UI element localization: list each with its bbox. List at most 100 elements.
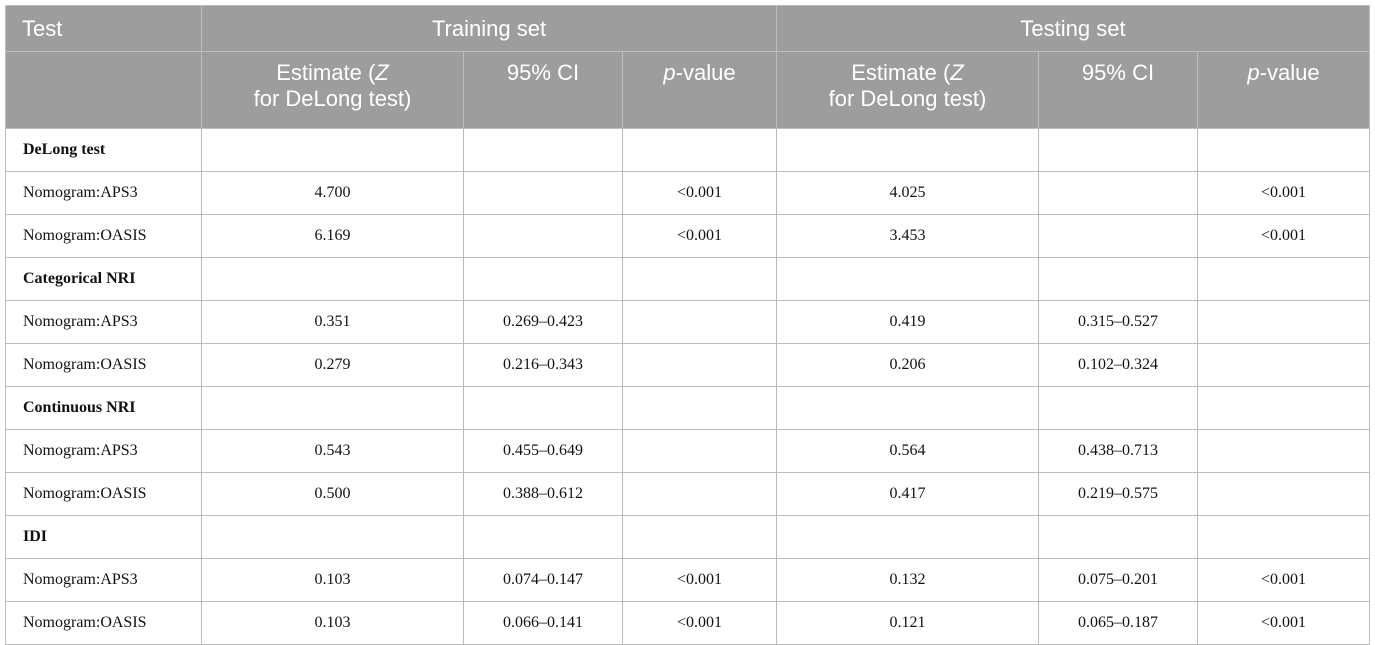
header-training-estimate: Estimate (Z for DeLong test) bbox=[201, 51, 464, 129]
table-row: Nomogram:APS3 4.700 <0.001 4.025 <0.001 bbox=[5, 171, 1370, 215]
table-row: Nomogram:OASIS 6.169 <0.001 3.453 <0.001 bbox=[5, 214, 1370, 258]
header-test: Test bbox=[5, 5, 202, 52]
cell-testing-pvalue bbox=[1197, 472, 1370, 516]
cell-testing-estimate: 0.419 bbox=[776, 300, 1039, 344]
cell-testing-ci: 0.315–0.527 bbox=[1038, 300, 1198, 344]
row-label: Nomogram:APS3 bbox=[5, 171, 202, 215]
estimate-line1: Estimate ( bbox=[851, 60, 951, 85]
cell-training-ci bbox=[463, 386, 623, 430]
cell-training-pvalue bbox=[622, 300, 777, 344]
cell-testing-pvalue bbox=[1197, 386, 1370, 430]
cell-training-ci bbox=[463, 257, 623, 301]
cell-training-pvalue bbox=[622, 515, 777, 559]
header-row-columns: Estimate (Z for DeLong test) 95% CI p-va… bbox=[5, 51, 1370, 129]
table-row: Nomogram:OASIS 0.279 0.216–0.343 0.206 0… bbox=[5, 343, 1370, 387]
cell-testing-ci bbox=[1038, 257, 1198, 301]
table-row: Continuous NRI bbox=[5, 386, 1370, 430]
header-testing-estimate: Estimate (Z for DeLong test) bbox=[776, 51, 1039, 129]
header-training-pvalue: p-value bbox=[622, 51, 777, 129]
cell-testing-estimate: 0.132 bbox=[776, 558, 1039, 602]
cell-training-estimate: 0.500 bbox=[201, 472, 464, 516]
cell-testing-ci bbox=[1038, 214, 1198, 258]
cell-testing-estimate: 0.564 bbox=[776, 429, 1039, 473]
row-label: Nomogram:OASIS bbox=[5, 343, 202, 387]
cell-training-estimate: 0.103 bbox=[201, 558, 464, 602]
p-rest: -value bbox=[1259, 60, 1320, 85]
row-label: Continuous NRI bbox=[5, 386, 202, 430]
cell-testing-ci: 0.438–0.713 bbox=[1038, 429, 1198, 473]
cell-training-pvalue bbox=[622, 128, 777, 172]
row-label: Nomogram:OASIS bbox=[5, 601, 202, 645]
cell-training-ci bbox=[463, 214, 623, 258]
cell-testing-estimate bbox=[776, 257, 1039, 301]
table-row: Nomogram:OASIS 0.103 0.066–0.141 <0.001 … bbox=[5, 601, 1370, 645]
cell-testing-pvalue bbox=[1197, 300, 1370, 344]
header-testing-ci: 95% CI bbox=[1038, 51, 1198, 129]
cell-training-pvalue: <0.001 bbox=[622, 214, 777, 258]
cell-testing-estimate: 0.417 bbox=[776, 472, 1039, 516]
cell-training-estimate: 4.700 bbox=[201, 171, 464, 215]
cell-testing-estimate bbox=[776, 515, 1039, 559]
cell-training-pvalue bbox=[622, 472, 777, 516]
cell-training-estimate: 0.351 bbox=[201, 300, 464, 344]
cell-training-pvalue bbox=[622, 257, 777, 301]
cell-training-ci bbox=[463, 128, 623, 172]
table-row: Nomogram:OASIS 0.500 0.388–0.612 0.417 0… bbox=[5, 472, 1370, 516]
table-row: IDI bbox=[5, 515, 1370, 559]
cell-training-ci: 0.455–0.649 bbox=[463, 429, 623, 473]
estimate-z: Z bbox=[375, 60, 389, 85]
cell-training-estimate: 0.103 bbox=[201, 601, 464, 645]
row-label: Nomogram:APS3 bbox=[5, 558, 202, 602]
header-empty bbox=[5, 51, 202, 129]
cell-testing-pvalue: <0.001 bbox=[1197, 171, 1370, 215]
cell-testing-pvalue: <0.001 bbox=[1197, 601, 1370, 645]
row-label: Nomogram:APS3 bbox=[5, 429, 202, 473]
cell-testing-ci bbox=[1038, 171, 1198, 215]
row-label: DeLong test bbox=[5, 128, 202, 172]
cell-testing-ci bbox=[1038, 515, 1198, 559]
cell-testing-estimate: 4.025 bbox=[776, 171, 1039, 215]
cell-testing-ci bbox=[1038, 386, 1198, 430]
cell-training-estimate bbox=[201, 128, 464, 172]
row-label: Nomogram:OASIS bbox=[5, 214, 202, 258]
cell-training-ci: 0.269–0.423 bbox=[463, 300, 623, 344]
row-label: IDI bbox=[5, 515, 202, 559]
cell-testing-estimate: 3.453 bbox=[776, 214, 1039, 258]
cell-testing-estimate bbox=[776, 128, 1039, 172]
cell-training-ci: 0.066–0.141 bbox=[463, 601, 623, 645]
cell-training-pvalue: <0.001 bbox=[622, 171, 777, 215]
cell-testing-ci: 0.065–0.187 bbox=[1038, 601, 1198, 645]
cell-training-ci bbox=[463, 515, 623, 559]
cell-testing-pvalue bbox=[1197, 128, 1370, 172]
cell-training-estimate bbox=[201, 386, 464, 430]
header-training-set: Training set bbox=[201, 5, 777, 52]
table-row: Nomogram:APS3 0.351 0.269–0.423 0.419 0.… bbox=[5, 300, 1370, 344]
cell-testing-pvalue: <0.001 bbox=[1197, 214, 1370, 258]
cell-training-estimate: 6.169 bbox=[201, 214, 464, 258]
cell-testing-estimate bbox=[776, 386, 1039, 430]
cell-testing-ci: 0.075–0.201 bbox=[1038, 558, 1198, 602]
estimate-line2: for DeLong test) bbox=[828, 86, 987, 111]
estimate-line2: for DeLong test) bbox=[253, 86, 412, 111]
cell-testing-pvalue bbox=[1197, 515, 1370, 559]
table-row: Categorical NRI bbox=[5, 257, 1370, 301]
results-table-container: Test Training set Testing set Estimate (… bbox=[5, 5, 1370, 645]
estimate-line1: Estimate ( bbox=[276, 60, 376, 85]
cell-training-estimate: 0.543 bbox=[201, 429, 464, 473]
estimate-z: Z bbox=[950, 60, 964, 85]
header-training-ci: 95% CI bbox=[463, 51, 623, 129]
cell-testing-pvalue bbox=[1197, 429, 1370, 473]
header-testing-pvalue: p-value bbox=[1197, 51, 1370, 129]
cell-training-estimate: 0.279 bbox=[201, 343, 464, 387]
cell-testing-pvalue bbox=[1197, 257, 1370, 301]
cell-training-pvalue bbox=[622, 343, 777, 387]
table-row: Nomogram:APS3 0.103 0.074–0.147 <0.001 0… bbox=[5, 558, 1370, 602]
table-body: DeLong test Nomogram:APS3 4.700 <0.001 4… bbox=[5, 128, 1370, 645]
cell-training-ci: 0.388–0.612 bbox=[463, 472, 623, 516]
cell-training-pvalue bbox=[622, 386, 777, 430]
p-italic: p bbox=[1247, 60, 1260, 85]
cell-training-pvalue: <0.001 bbox=[622, 558, 777, 602]
cell-testing-ci bbox=[1038, 128, 1198, 172]
p-rest: -value bbox=[675, 60, 736, 85]
header-testing-set: Testing set bbox=[776, 5, 1370, 52]
